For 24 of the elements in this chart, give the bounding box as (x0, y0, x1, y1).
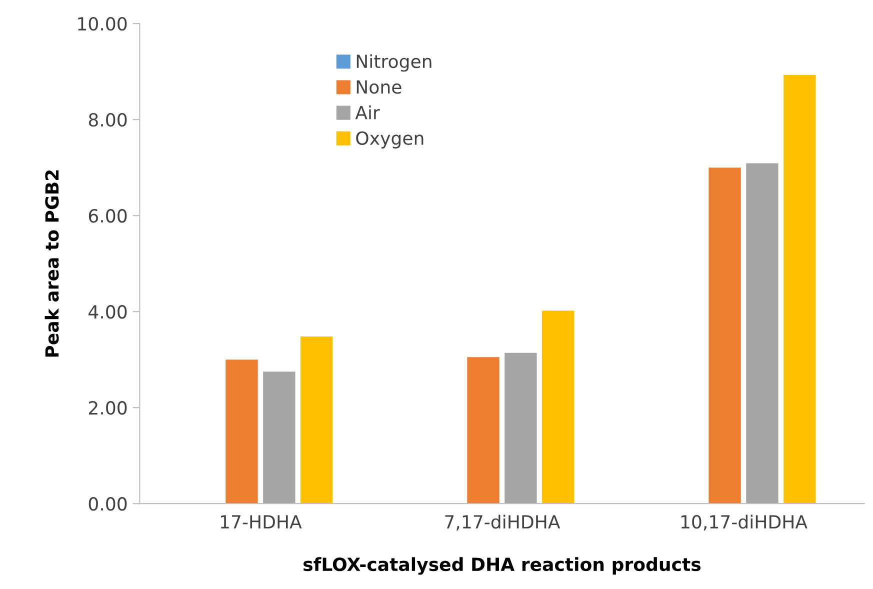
legend-label: Air (355, 105, 380, 120)
y-tick-label: 4.00 (88, 305, 127, 319)
x-tick-label: 17-HDHA (220, 515, 302, 528)
y-tick-label: 6.00 (88, 209, 127, 223)
bar (263, 372, 296, 504)
legend-label: Oxygen (356, 131, 424, 148)
x-tick-label: 10,17-diHDHA (681, 514, 808, 531)
x-axis-title: sfLOX-catalysed DHA reaction products (304, 557, 701, 575)
bar (784, 74, 816, 504)
y-tick-label: 8.00 (88, 113, 127, 127)
y-tick-label: 2.00 (88, 401, 127, 415)
bar (226, 360, 258, 504)
bar (708, 168, 741, 504)
bar (300, 336, 333, 504)
x-tick-label: 7,17-diHDHA (445, 514, 560, 531)
y-tick-label: 10.00 (78, 17, 127, 31)
bar (504, 352, 537, 504)
legend-label: None (356, 80, 402, 94)
legend-label: Nitrogen (356, 54, 432, 72)
bar (467, 357, 500, 504)
y-axis-title: Peak area to PGB2 (44, 170, 59, 357)
bar (746, 163, 778, 504)
bar (542, 310, 574, 504)
y-tick-label: 0.00 (88, 497, 127, 511)
